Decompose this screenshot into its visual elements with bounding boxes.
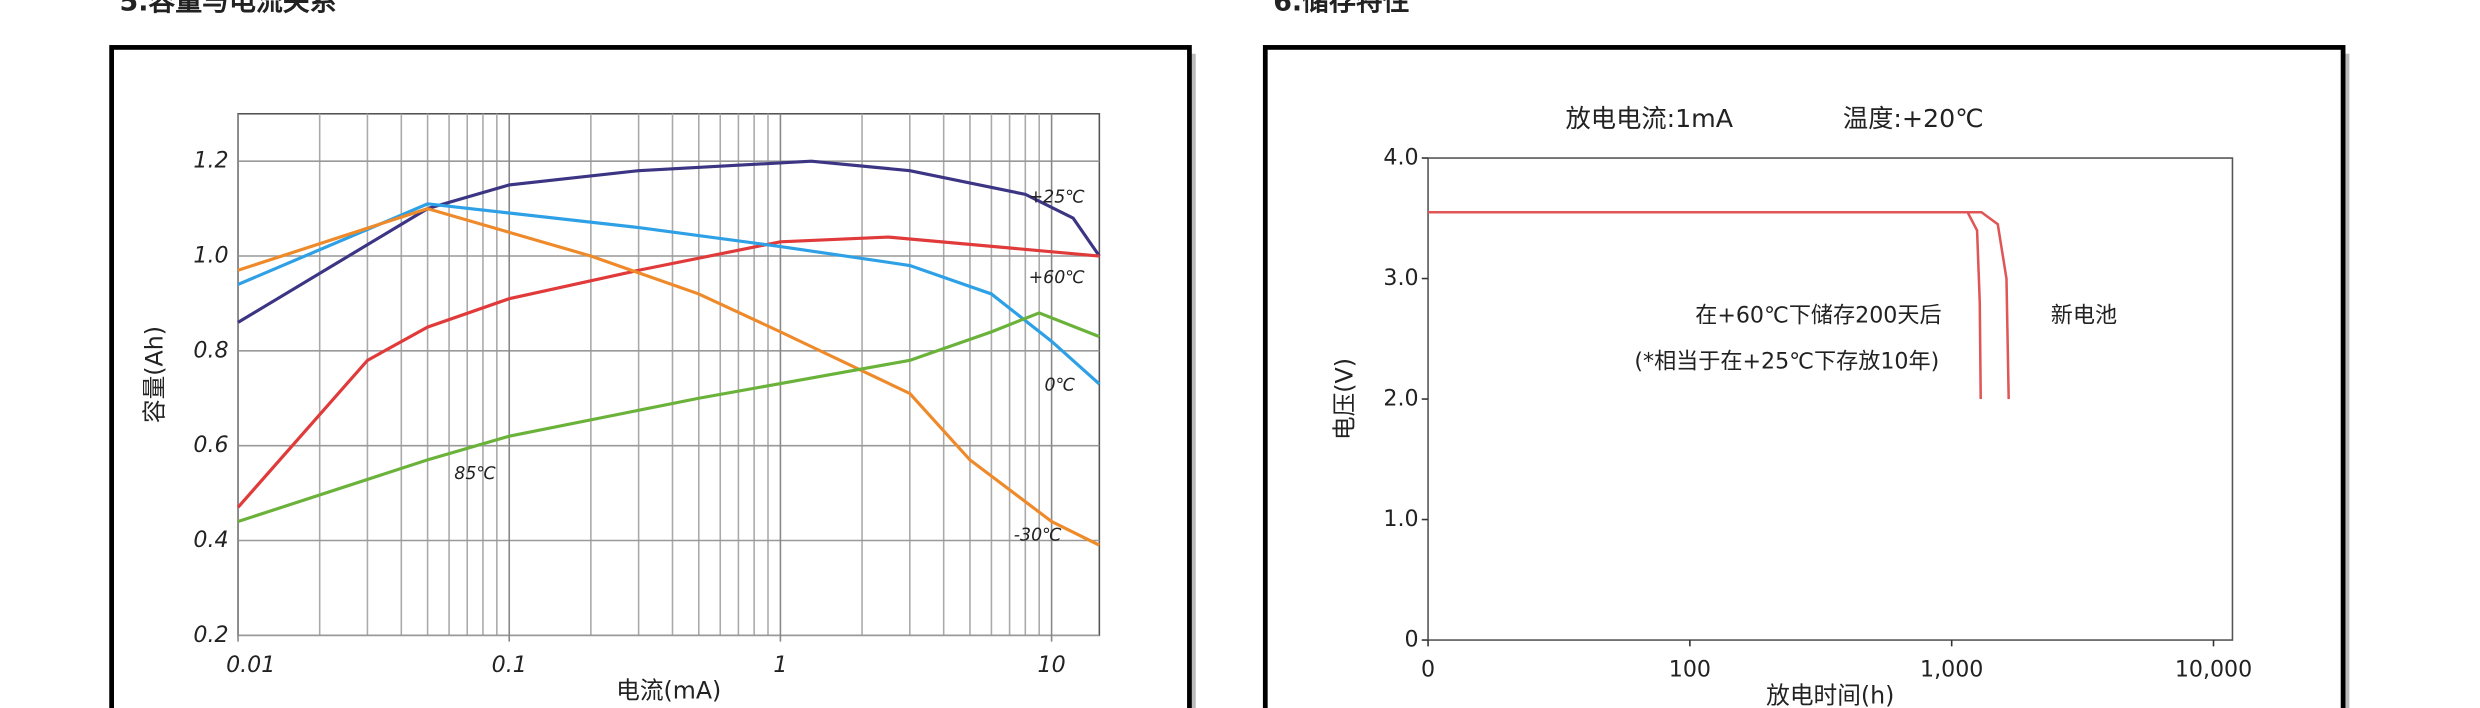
series-line <box>237 311 1100 524</box>
series-line <box>237 206 1101 547</box>
y-tick-label: 0 <box>1405 627 1419 653</box>
series-label: -30℃ <box>1014 526 1062 546</box>
y-tick-label: 1.0 <box>193 243 228 269</box>
annotation: 放电电流:1mA <box>1566 104 1734 133</box>
y-tick-label: 0.4 <box>193 527 228 553</box>
series-label: +60℃ <box>1029 268 1086 288</box>
annotation: 新电池 <box>2051 303 2117 329</box>
x-tick-label: 10,000 <box>2175 657 2252 683</box>
series-label: 85℃ <box>454 464 496 484</box>
series-label: 0℃ <box>1045 376 1076 396</box>
series-line <box>1428 210 2010 400</box>
y-tick-label: 0.2 <box>193 622 228 648</box>
frame <box>1262 45 2346 708</box>
x-tick-label: 0.1 <box>492 652 527 678</box>
x-tick-label: 0.01 <box>226 652 275 678</box>
x-tick-label: 10 <box>1038 652 1066 678</box>
y-axis-label: 电压(V) <box>1330 358 1358 440</box>
y-tick-label: 2.0 <box>1383 386 1418 412</box>
annotation: 温度:+20℃ <box>1843 104 1984 133</box>
series-line <box>237 202 1101 386</box>
y-tick-label: 0.8 <box>193 337 228 363</box>
x-tick-label: 1 <box>773 652 787 678</box>
x-tick-label: 1,000 <box>1920 657 1983 683</box>
series-label: +25℃ <box>1029 188 1086 208</box>
y-axis-label: 容量(Ah) <box>140 326 168 423</box>
y-tick-label: 1.0 <box>1383 506 1418 532</box>
series-line <box>237 159 1101 324</box>
frame <box>109 45 1192 708</box>
x-axis-label: 电流(mA) <box>616 677 721 705</box>
y-tick-label: 0.6 <box>193 432 228 458</box>
x-tick-label: 0 <box>1421 657 1435 683</box>
series-line <box>236 235 1100 509</box>
x-tick-label: 100 <box>1669 657 1711 683</box>
annotation: (*相当于在+25℃下存放10年) <box>1634 348 1939 374</box>
chart-title: 6.储存特性 <box>1273 0 1409 18</box>
y-tick-label: 1.2 <box>193 148 228 174</box>
x-axis-label: 放电时间(h) <box>1766 681 1894 708</box>
annotation: 在+60℃下储存200天后 <box>1695 303 1941 329</box>
y-tick-label: 4.0 <box>1383 145 1418 171</box>
chart-title: 5.容量与电流关系 <box>120 0 337 18</box>
y-tick-label: 3.0 <box>1383 265 1418 291</box>
